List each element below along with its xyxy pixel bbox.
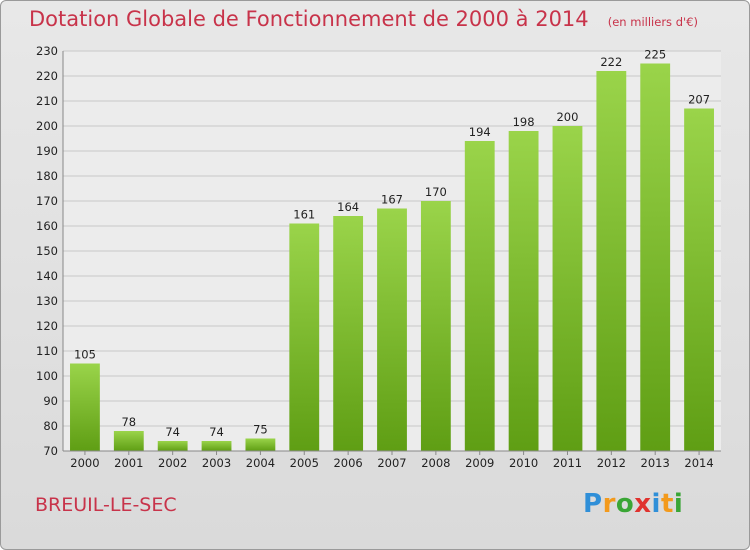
value-label-2010: 198 [513, 115, 535, 129]
x-axis-ticks: 2000 2001 2002 2003 2004 2005 2006 2007 2008 2009… [70, 451, 714, 470]
x-tick-label-2013: 2013 [641, 456, 670, 470]
value-label-2006: 164 [337, 200, 359, 214]
x-tick-label-2001: 2001 [114, 456, 143, 470]
y-tick-label: 200 [36, 119, 58, 133]
logo-letter: r [602, 489, 616, 519]
value-label-2005: 161 [293, 208, 315, 222]
bar-2004 [245, 438, 276, 451]
value-label-2011: 200 [556, 110, 578, 124]
bar-2008 [420, 201, 451, 451]
y-tick-label: 210 [36, 94, 58, 108]
y-tick-label: 140 [36, 269, 58, 283]
value-label-2013: 225 [644, 48, 666, 62]
bar-2012 [596, 71, 627, 451]
x-tick-label-2004: 2004 [246, 456, 275, 470]
y-tick-label: 130 [36, 294, 58, 308]
x-tick-label-2014: 2014 [684, 456, 713, 470]
y-tick-label: 80 [43, 419, 58, 433]
y-tick-label: 230 [36, 44, 58, 58]
x-tick-label-2012: 2012 [597, 456, 626, 470]
y-tick-label: 160 [36, 219, 58, 233]
bar-2014 [684, 108, 714, 451]
value-label-2009: 194 [469, 125, 491, 139]
y-tick-label: 150 [36, 244, 58, 258]
town-name: BREUIL-LE-SEC [35, 494, 177, 516]
x-tick-label-2011: 2011 [553, 456, 582, 470]
logo-letter: i [651, 489, 661, 519]
chart-title-block: Dotation Globale de Fonctionnement de 20… [29, 7, 698, 31]
logo-letter: o [615, 489, 635, 519]
bar-2000 [70, 363, 100, 451]
value-label-2008: 170 [425, 185, 447, 199]
x-tick-label-2003: 2003 [202, 456, 231, 470]
value-label-2004: 75 [253, 423, 268, 437]
x-tick-label-2000: 2000 [70, 456, 99, 470]
chart-title: Dotation Globale de Fonctionnement de 20… [29, 7, 589, 31]
value-label-2007: 167 [381, 193, 403, 207]
x-tick-label-2002: 2002 [158, 456, 187, 470]
y-tick-label: 120 [36, 319, 58, 333]
chart-subtitle: (en milliers d'€) [607, 15, 698, 29]
bar-2006 [333, 216, 364, 451]
y-tick-label: 100 [36, 369, 58, 383]
y-tick-label: 180 [36, 169, 58, 183]
y-tick-label: 190 [36, 144, 58, 158]
proxiti-logo[interactable]: Proxiti [583, 489, 683, 519]
bars [70, 63, 714, 451]
x-tick-label-2006: 2006 [333, 456, 362, 470]
bar-2013 [640, 63, 671, 451]
bar-2010 [508, 131, 539, 451]
y-tick-label: 220 [36, 69, 58, 83]
bar-2001 [113, 431, 144, 451]
bar-2007 [377, 208, 407, 451]
bar-2011 [552, 126, 583, 451]
x-tick-label-2009: 2009 [465, 456, 494, 470]
y-tick-label: 70 [43, 444, 58, 458]
x-tick-label-2010: 2010 [509, 456, 538, 470]
bar-2009 [464, 141, 495, 451]
bar-2003 [201, 441, 232, 451]
y-tick-label: 170 [36, 194, 58, 208]
bar-2005 [289, 223, 320, 451]
value-labels: 105 78 74 74 75 161 164 167 170 194 198 200 222 225 20… [74, 48, 710, 440]
x-tick-label-2005: 2005 [290, 456, 319, 470]
logo-letter: t [660, 489, 674, 519]
bar-2002 [157, 441, 188, 451]
value-label-2012: 222 [600, 55, 622, 69]
value-label-2002: 74 [165, 425, 180, 439]
value-label-2014: 207 [688, 93, 710, 107]
x-tick-label-2007: 2007 [377, 456, 406, 470]
logo-letter: x [634, 489, 652, 519]
y-tick-label: 90 [43, 394, 58, 408]
y-axis-ticks: 70 80 90 100 110 120 130 140 150 160 170 180 190 200 2… [36, 44, 58, 458]
y-tick-label: 110 [36, 344, 58, 358]
value-label-2001: 78 [121, 415, 136, 429]
logo-letter: P [583, 489, 603, 519]
x-tick-label-2008: 2008 [421, 456, 450, 470]
logo-letter: i [673, 489, 684, 519]
value-label-2003: 74 [209, 425, 224, 439]
value-label-2000: 105 [74, 348, 96, 362]
